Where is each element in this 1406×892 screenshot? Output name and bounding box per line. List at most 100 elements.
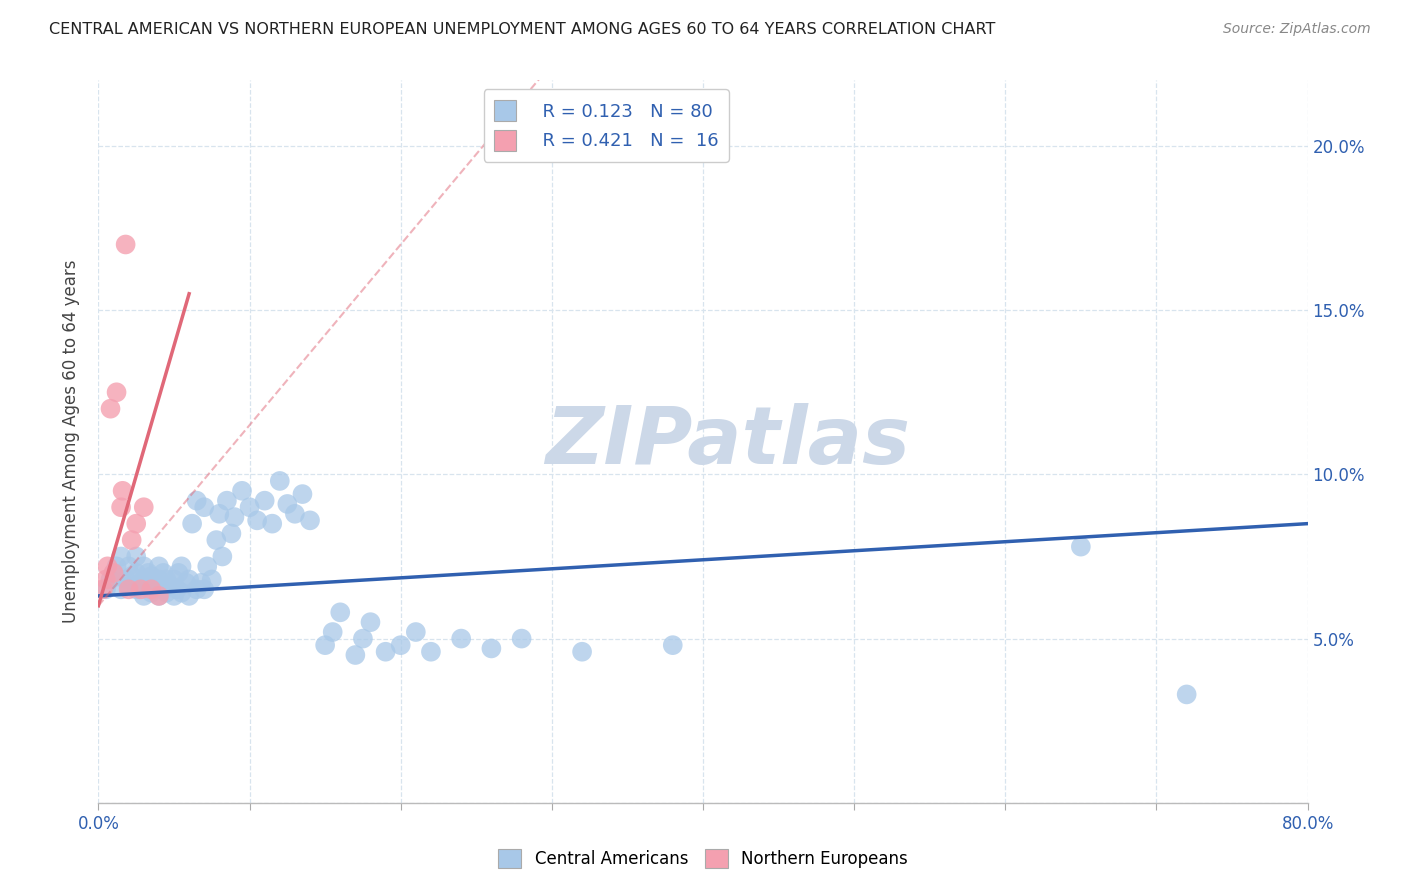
Point <box>195 559 218 574</box>
Point <box>94 582 117 597</box>
Point <box>105 559 128 574</box>
Point <box>405 625 427 640</box>
Point <box>170 559 193 574</box>
Point <box>239 500 262 515</box>
Point <box>201 573 224 587</box>
Point <box>571 645 593 659</box>
Point <box>481 641 503 656</box>
Point <box>125 549 148 564</box>
Point <box>132 559 155 574</box>
Point <box>91 582 114 597</box>
Point <box>246 513 269 527</box>
Point <box>110 549 132 564</box>
Point <box>344 648 367 662</box>
Point <box>661 638 683 652</box>
Point <box>103 566 125 580</box>
Point <box>148 559 170 574</box>
Point <box>208 507 231 521</box>
Point <box>186 493 208 508</box>
Point <box>170 585 193 599</box>
Point <box>420 645 443 659</box>
Point <box>291 487 314 501</box>
Point <box>215 493 238 508</box>
Point <box>221 526 243 541</box>
Point <box>132 500 155 515</box>
Point <box>94 573 117 587</box>
Point <box>174 575 197 590</box>
Point <box>352 632 374 646</box>
Point <box>314 638 336 652</box>
Point <box>276 497 298 511</box>
Point <box>132 589 155 603</box>
Point <box>193 582 215 597</box>
Point <box>145 575 167 590</box>
Point <box>284 507 307 521</box>
Point <box>450 632 472 646</box>
Point <box>329 605 352 619</box>
Text: ZIPatlas: ZIPatlas <box>544 402 910 481</box>
Point <box>510 632 533 646</box>
Point <box>205 533 228 547</box>
Point <box>360 615 382 630</box>
Point <box>231 483 253 498</box>
Point <box>1175 687 1198 701</box>
Point <box>148 589 170 603</box>
Point <box>114 237 136 252</box>
Point <box>129 575 152 590</box>
Point <box>111 483 134 498</box>
Point <box>96 559 118 574</box>
Point <box>166 582 188 597</box>
Point <box>160 579 183 593</box>
Legend: Central Americans, Northern Europeans: Central Americans, Northern Europeans <box>491 842 915 875</box>
Point <box>100 573 122 587</box>
Point <box>141 582 163 597</box>
Point <box>141 569 163 583</box>
Text: Source: ZipAtlas.com: Source: ZipAtlas.com <box>1223 22 1371 37</box>
Point <box>125 582 148 597</box>
Point <box>118 579 141 593</box>
Point <box>103 566 125 580</box>
Point <box>186 582 208 597</box>
Point <box>190 575 212 590</box>
Point <box>224 510 246 524</box>
Point <box>132 573 155 587</box>
Point <box>179 589 201 603</box>
Point <box>136 566 159 580</box>
Point <box>167 566 190 580</box>
Point <box>322 625 344 640</box>
Point <box>150 582 173 597</box>
Point <box>118 559 141 574</box>
Point <box>193 500 215 515</box>
Point <box>181 516 204 531</box>
Point <box>110 582 132 597</box>
Point <box>389 638 412 652</box>
Point <box>121 569 143 583</box>
Point <box>179 573 201 587</box>
Point <box>125 566 148 580</box>
Point <box>163 573 186 587</box>
Point <box>152 566 174 580</box>
Point <box>100 401 122 416</box>
Point <box>129 582 152 597</box>
Point <box>155 573 177 587</box>
Point <box>118 582 141 597</box>
Point <box>1070 540 1092 554</box>
Text: CENTRAL AMERICAN VS NORTHERN EUROPEAN UNEMPLOYMENT AMONG AGES 60 TO 64 YEARS COR: CENTRAL AMERICAN VS NORTHERN EUROPEAN UN… <box>49 22 995 37</box>
Legend:   R = 0.123   N = 80,   R = 0.421   N =  16: R = 0.123 N = 80, R = 0.421 N = 16 <box>484 89 728 161</box>
Point <box>269 474 291 488</box>
Point <box>148 589 170 603</box>
Point <box>374 645 396 659</box>
Point <box>155 585 177 599</box>
Point <box>148 573 170 587</box>
Point <box>299 513 322 527</box>
Point <box>121 533 143 547</box>
Y-axis label: Unemployment Among Ages 60 to 64 years: Unemployment Among Ages 60 to 64 years <box>62 260 80 624</box>
Point <box>211 549 233 564</box>
Point <box>125 516 148 531</box>
Point <box>141 585 163 599</box>
Point <box>163 589 186 603</box>
Point <box>110 500 132 515</box>
Point <box>114 573 136 587</box>
Point <box>135 579 157 593</box>
Point <box>253 493 276 508</box>
